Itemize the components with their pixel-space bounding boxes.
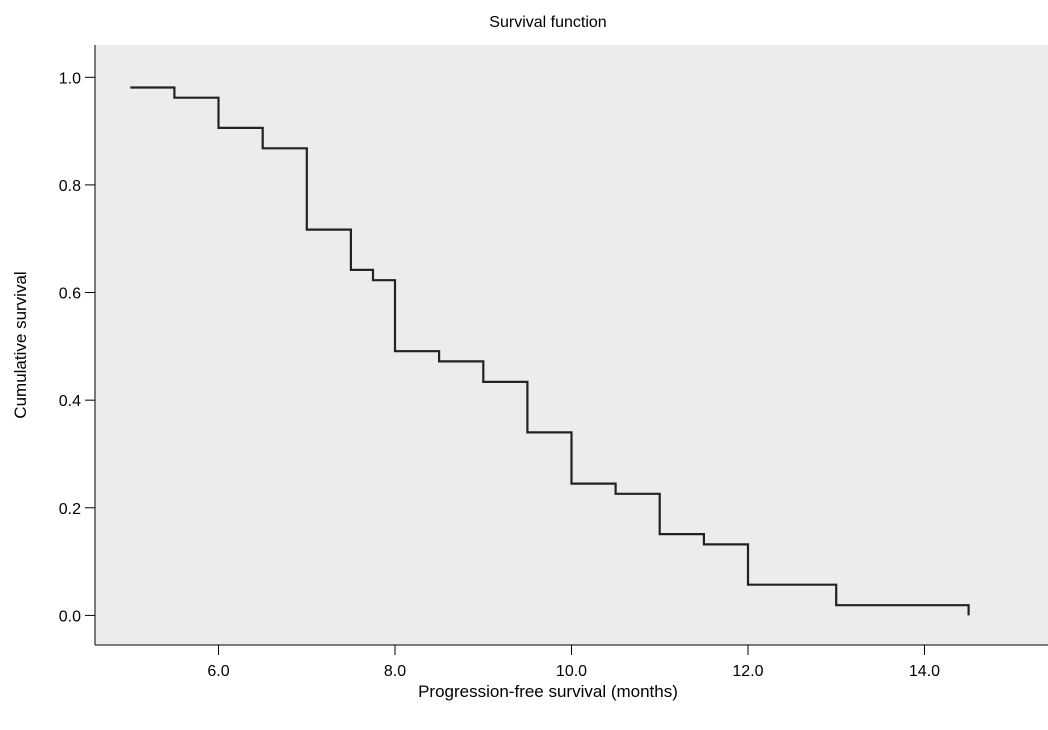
x-tick-label: 8.0 xyxy=(384,663,406,680)
x-axis-label: Progression-free survival (months) xyxy=(418,682,678,701)
plot-area xyxy=(95,45,1048,645)
y-tick-label: 0.0 xyxy=(59,608,81,625)
x-tick-label: 14.0 xyxy=(909,663,940,680)
x-tick-label: 6.0 xyxy=(207,663,229,680)
chart-title: Survival function xyxy=(489,14,606,31)
x-tick-label: 12.0 xyxy=(732,663,763,680)
axis-ticks: 0.0 0.2 0.4 0.6 0.8 1.0 6.0 8.0 10.0 12.0 14.0 xyxy=(59,70,940,680)
survival-step-line xyxy=(130,86,970,616)
y-tick-label: 0.6 xyxy=(59,286,81,303)
x-tick-label: 10.0 xyxy=(556,663,587,680)
y-tick-label: 0.8 xyxy=(59,178,81,195)
y-axis-label: Cumulative survival xyxy=(11,271,30,418)
y-tick-label: 1.0 xyxy=(59,70,81,87)
y-tick-label: 0.4 xyxy=(59,393,81,410)
y-tick-label: 0.2 xyxy=(59,501,81,518)
